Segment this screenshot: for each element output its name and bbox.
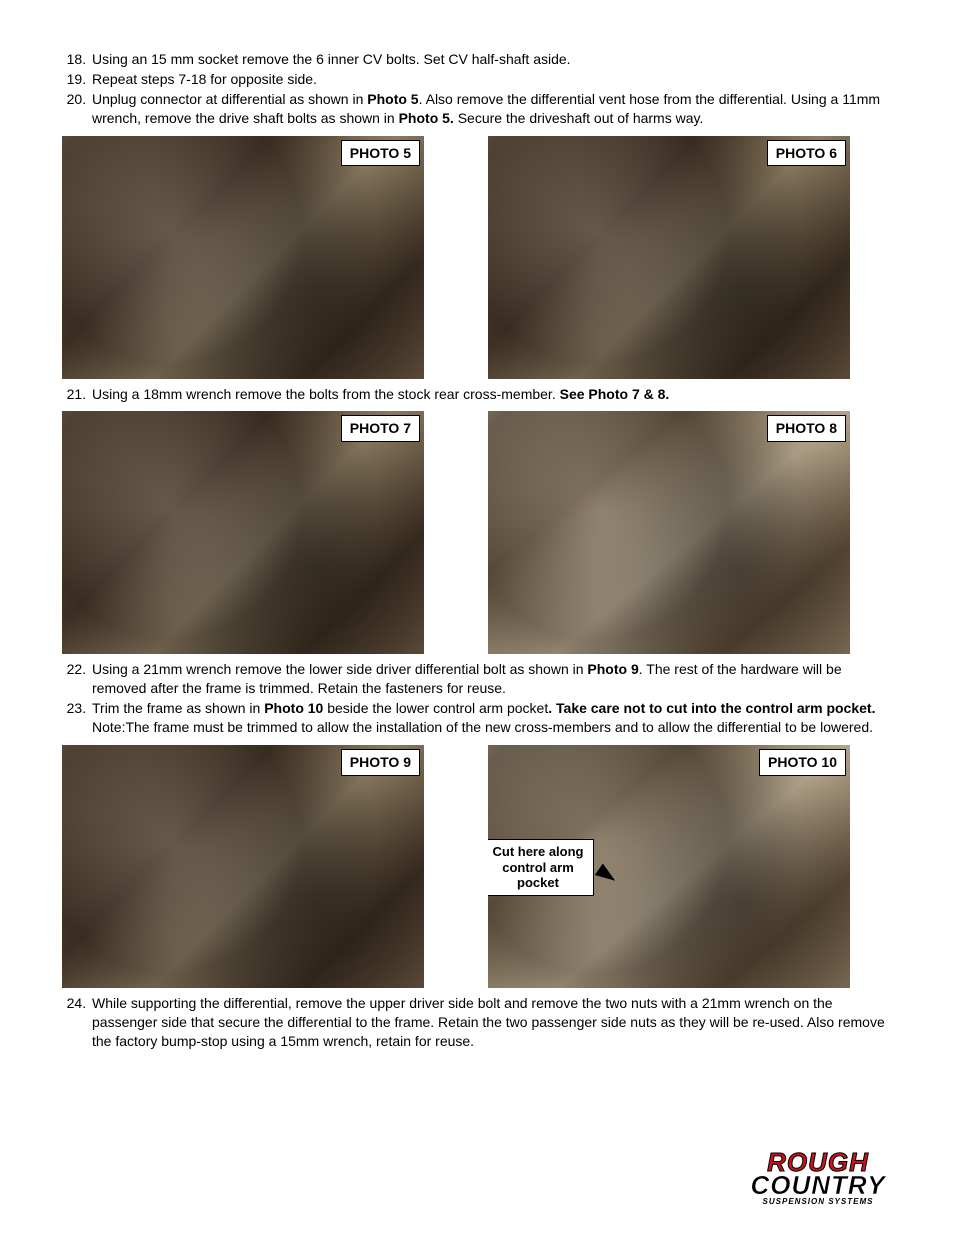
callout-arrow (595, 864, 619, 887)
step-22: Using a 21mm wrench remove the lower sid… (90, 660, 898, 698)
step-list-d: While supporting the differential, remov… (56, 994, 898, 1051)
photo-8-label: PHOTO 8 (767, 415, 846, 442)
photo-8: PHOTO 8 (488, 411, 850, 654)
photo-row-9-10: PHOTO 9 PHOTO 10 Cut here along control … (62, 745, 898, 988)
photo-row-5-6: PHOTO 5 PHOTO 6 (62, 136, 898, 379)
step-20: Unplug connector at differential as show… (90, 90, 898, 128)
step-21: Using a 18mm wrench remove the bolts fro… (90, 385, 898, 404)
step-list-b: Using a 18mm wrench remove the bolts fro… (56, 385, 898, 404)
photo-9: PHOTO 9 (62, 745, 424, 988)
step-23: Trim the frame as shown in Photo 10 besi… (90, 699, 898, 737)
step-24: While supporting the differential, remov… (90, 994, 898, 1051)
step-list-c: Using a 21mm wrench remove the lower sid… (56, 660, 898, 737)
photo-5-label: PHOTO 5 (341, 140, 420, 167)
step-list-a: Using an 15 mm socket remove the 6 inner… (56, 50, 898, 128)
photo-10-label: PHOTO 10 (759, 749, 846, 776)
step-19: Repeat steps 7-18 for opposite side. (90, 70, 898, 89)
photo-row-7-8: PHOTO 7 PHOTO 8 (62, 411, 898, 654)
logo-line-2: COUNTRY (738, 1174, 898, 1197)
footer-logo: ROUGH COUNTRY SUSPENSION SYSTEMS (738, 1151, 898, 1209)
photo-7: PHOTO 7 (62, 411, 424, 654)
step-18: Using an 15 mm socket remove the 6 inner… (90, 50, 898, 69)
photo-7-label: PHOTO 7 (341, 415, 420, 442)
photo-5: PHOTO 5 (62, 136, 424, 379)
callout-cut: Cut here along control arm pocket (488, 839, 594, 896)
photo-6: PHOTO 6 (488, 136, 850, 379)
photo-10: PHOTO 10 Cut here along control arm pock… (488, 745, 850, 988)
photo-6-label: PHOTO 6 (767, 140, 846, 167)
photo-9-label: PHOTO 9 (341, 749, 420, 776)
